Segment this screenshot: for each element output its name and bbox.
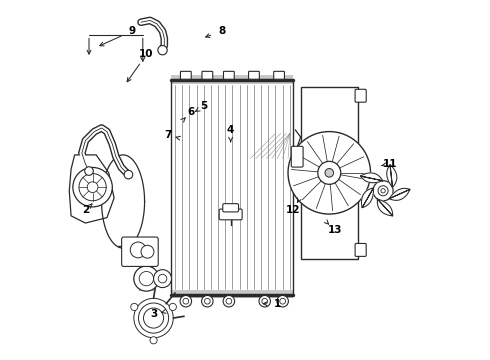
Text: 1: 1: [273, 299, 281, 309]
Polygon shape: [377, 199, 392, 216]
Text: 10: 10: [139, 49, 154, 59]
Circle shape: [150, 337, 157, 344]
Circle shape: [141, 245, 154, 258]
Polygon shape: [389, 188, 410, 201]
FancyBboxPatch shape: [355, 89, 366, 102]
Text: 4: 4: [227, 125, 234, 135]
Text: 11: 11: [383, 159, 397, 169]
Circle shape: [79, 174, 106, 201]
FancyBboxPatch shape: [122, 237, 158, 266]
FancyBboxPatch shape: [223, 71, 234, 79]
FancyBboxPatch shape: [202, 71, 213, 79]
Text: 7: 7: [164, 130, 171, 140]
Circle shape: [262, 298, 268, 304]
Circle shape: [153, 270, 172, 288]
Circle shape: [378, 186, 388, 196]
FancyBboxPatch shape: [291, 146, 303, 167]
Circle shape: [288, 132, 370, 214]
Circle shape: [259, 296, 270, 307]
Text: 8: 8: [218, 26, 225, 36]
Circle shape: [226, 298, 232, 304]
Polygon shape: [69, 155, 114, 223]
FancyBboxPatch shape: [300, 87, 358, 259]
Text: 13: 13: [327, 225, 342, 235]
Circle shape: [139, 271, 153, 286]
Polygon shape: [361, 173, 383, 183]
Circle shape: [201, 296, 213, 307]
Circle shape: [130, 242, 146, 258]
Text: 12: 12: [286, 206, 301, 216]
Circle shape: [131, 303, 138, 311]
FancyBboxPatch shape: [219, 209, 242, 220]
Text: 9: 9: [128, 26, 136, 36]
Circle shape: [73, 167, 112, 207]
Circle shape: [280, 298, 286, 304]
Circle shape: [85, 167, 93, 175]
Polygon shape: [387, 165, 397, 187]
FancyBboxPatch shape: [172, 75, 294, 84]
Circle shape: [325, 168, 334, 177]
Text: 6: 6: [188, 107, 195, 117]
Circle shape: [183, 298, 189, 304]
Circle shape: [318, 161, 341, 184]
Circle shape: [180, 296, 192, 307]
Circle shape: [373, 181, 393, 201]
FancyBboxPatch shape: [223, 204, 239, 212]
Circle shape: [87, 182, 98, 193]
Text: 5: 5: [200, 102, 207, 112]
Circle shape: [158, 45, 167, 55]
FancyBboxPatch shape: [180, 71, 191, 79]
Polygon shape: [362, 188, 373, 208]
Circle shape: [134, 266, 159, 291]
Circle shape: [124, 170, 133, 179]
Circle shape: [223, 296, 235, 307]
Circle shape: [381, 189, 385, 193]
Circle shape: [158, 274, 167, 283]
FancyBboxPatch shape: [172, 291, 294, 298]
FancyBboxPatch shape: [248, 71, 259, 79]
FancyBboxPatch shape: [274, 71, 285, 79]
Circle shape: [169, 303, 176, 311]
Circle shape: [277, 296, 289, 307]
Text: 2: 2: [82, 206, 89, 216]
Circle shape: [204, 298, 210, 304]
Text: 3: 3: [150, 310, 157, 319]
FancyBboxPatch shape: [355, 243, 366, 256]
